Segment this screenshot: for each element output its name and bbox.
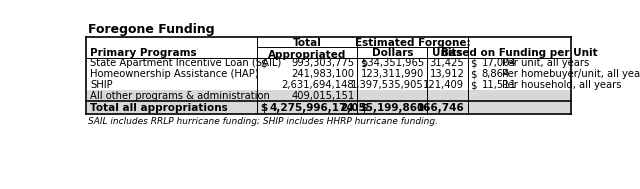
Text: 4,275,996,174: 4,275,996,174 bbox=[269, 103, 355, 113]
Text: $: $ bbox=[470, 69, 477, 79]
Text: $: $ bbox=[260, 58, 267, 68]
Text: State Apartment Incentive Loan (SAIL): State Apartment Incentive Loan (SAIL) bbox=[90, 58, 282, 68]
Text: Estimated Forgone:: Estimated Forgone: bbox=[355, 38, 470, 48]
Text: Based on Funding per Unit: Based on Funding per Unit bbox=[441, 48, 598, 58]
Text: Per homebuyer/unit, all years: Per homebuyer/unit, all years bbox=[502, 69, 640, 79]
Text: Per unit, all years: Per unit, all years bbox=[502, 58, 589, 68]
Text: 2,631,694,148: 2,631,694,148 bbox=[282, 80, 355, 90]
Text: 993,303,775: 993,303,775 bbox=[291, 58, 355, 68]
Text: 17,004: 17,004 bbox=[481, 58, 516, 68]
Bar bbox=[86, 102, 571, 114]
Text: 121,409: 121,409 bbox=[423, 80, 465, 90]
Text: 8,864: 8,864 bbox=[481, 69, 509, 79]
Text: $: $ bbox=[360, 58, 367, 68]
Text: $: $ bbox=[260, 103, 268, 113]
Text: SHIP: SHIP bbox=[90, 80, 113, 90]
Text: 1,397,535,905: 1,397,535,905 bbox=[351, 80, 424, 90]
Text: Total
Appropriated: Total Appropriated bbox=[268, 38, 346, 60]
Text: 31,425: 31,425 bbox=[429, 58, 465, 68]
Text: Total all appropriations: Total all appropriations bbox=[90, 103, 228, 113]
Text: 13,912: 13,912 bbox=[429, 69, 465, 79]
Text: 2,055,199,860: 2,055,199,860 bbox=[340, 103, 424, 113]
Text: $: $ bbox=[470, 58, 477, 68]
Text: Per household, all years: Per household, all years bbox=[502, 80, 622, 90]
Bar bbox=[86, 91, 571, 101]
Text: Units: Units bbox=[432, 48, 463, 58]
Text: 123,311,990: 123,311,990 bbox=[361, 69, 424, 79]
Text: 11,511: 11,511 bbox=[481, 80, 516, 90]
Text: Homeownership Assistance (HAP): Homeownership Assistance (HAP) bbox=[90, 69, 259, 79]
Text: 166,746: 166,746 bbox=[417, 103, 465, 113]
Text: Primary Programs: Primary Programs bbox=[90, 48, 196, 58]
Text: All other programs & administration: All other programs & administration bbox=[90, 91, 270, 101]
Text: Foregone Funding: Foregone Funding bbox=[88, 23, 214, 36]
Text: Dollars: Dollars bbox=[372, 48, 413, 58]
Text: $: $ bbox=[360, 103, 368, 113]
Bar bbox=[86, 37, 572, 114]
Text: SAIL includes RRLP hurricane funding; SHIP includes HHRP hurricane funding.: SAIL includes RRLP hurricane funding; SH… bbox=[88, 117, 438, 126]
Text: 241,983,100: 241,983,100 bbox=[291, 69, 355, 79]
Text: 409,015,151: 409,015,151 bbox=[291, 91, 355, 101]
Text: 534,351,965: 534,351,965 bbox=[361, 58, 424, 68]
Text: $: $ bbox=[470, 80, 477, 90]
